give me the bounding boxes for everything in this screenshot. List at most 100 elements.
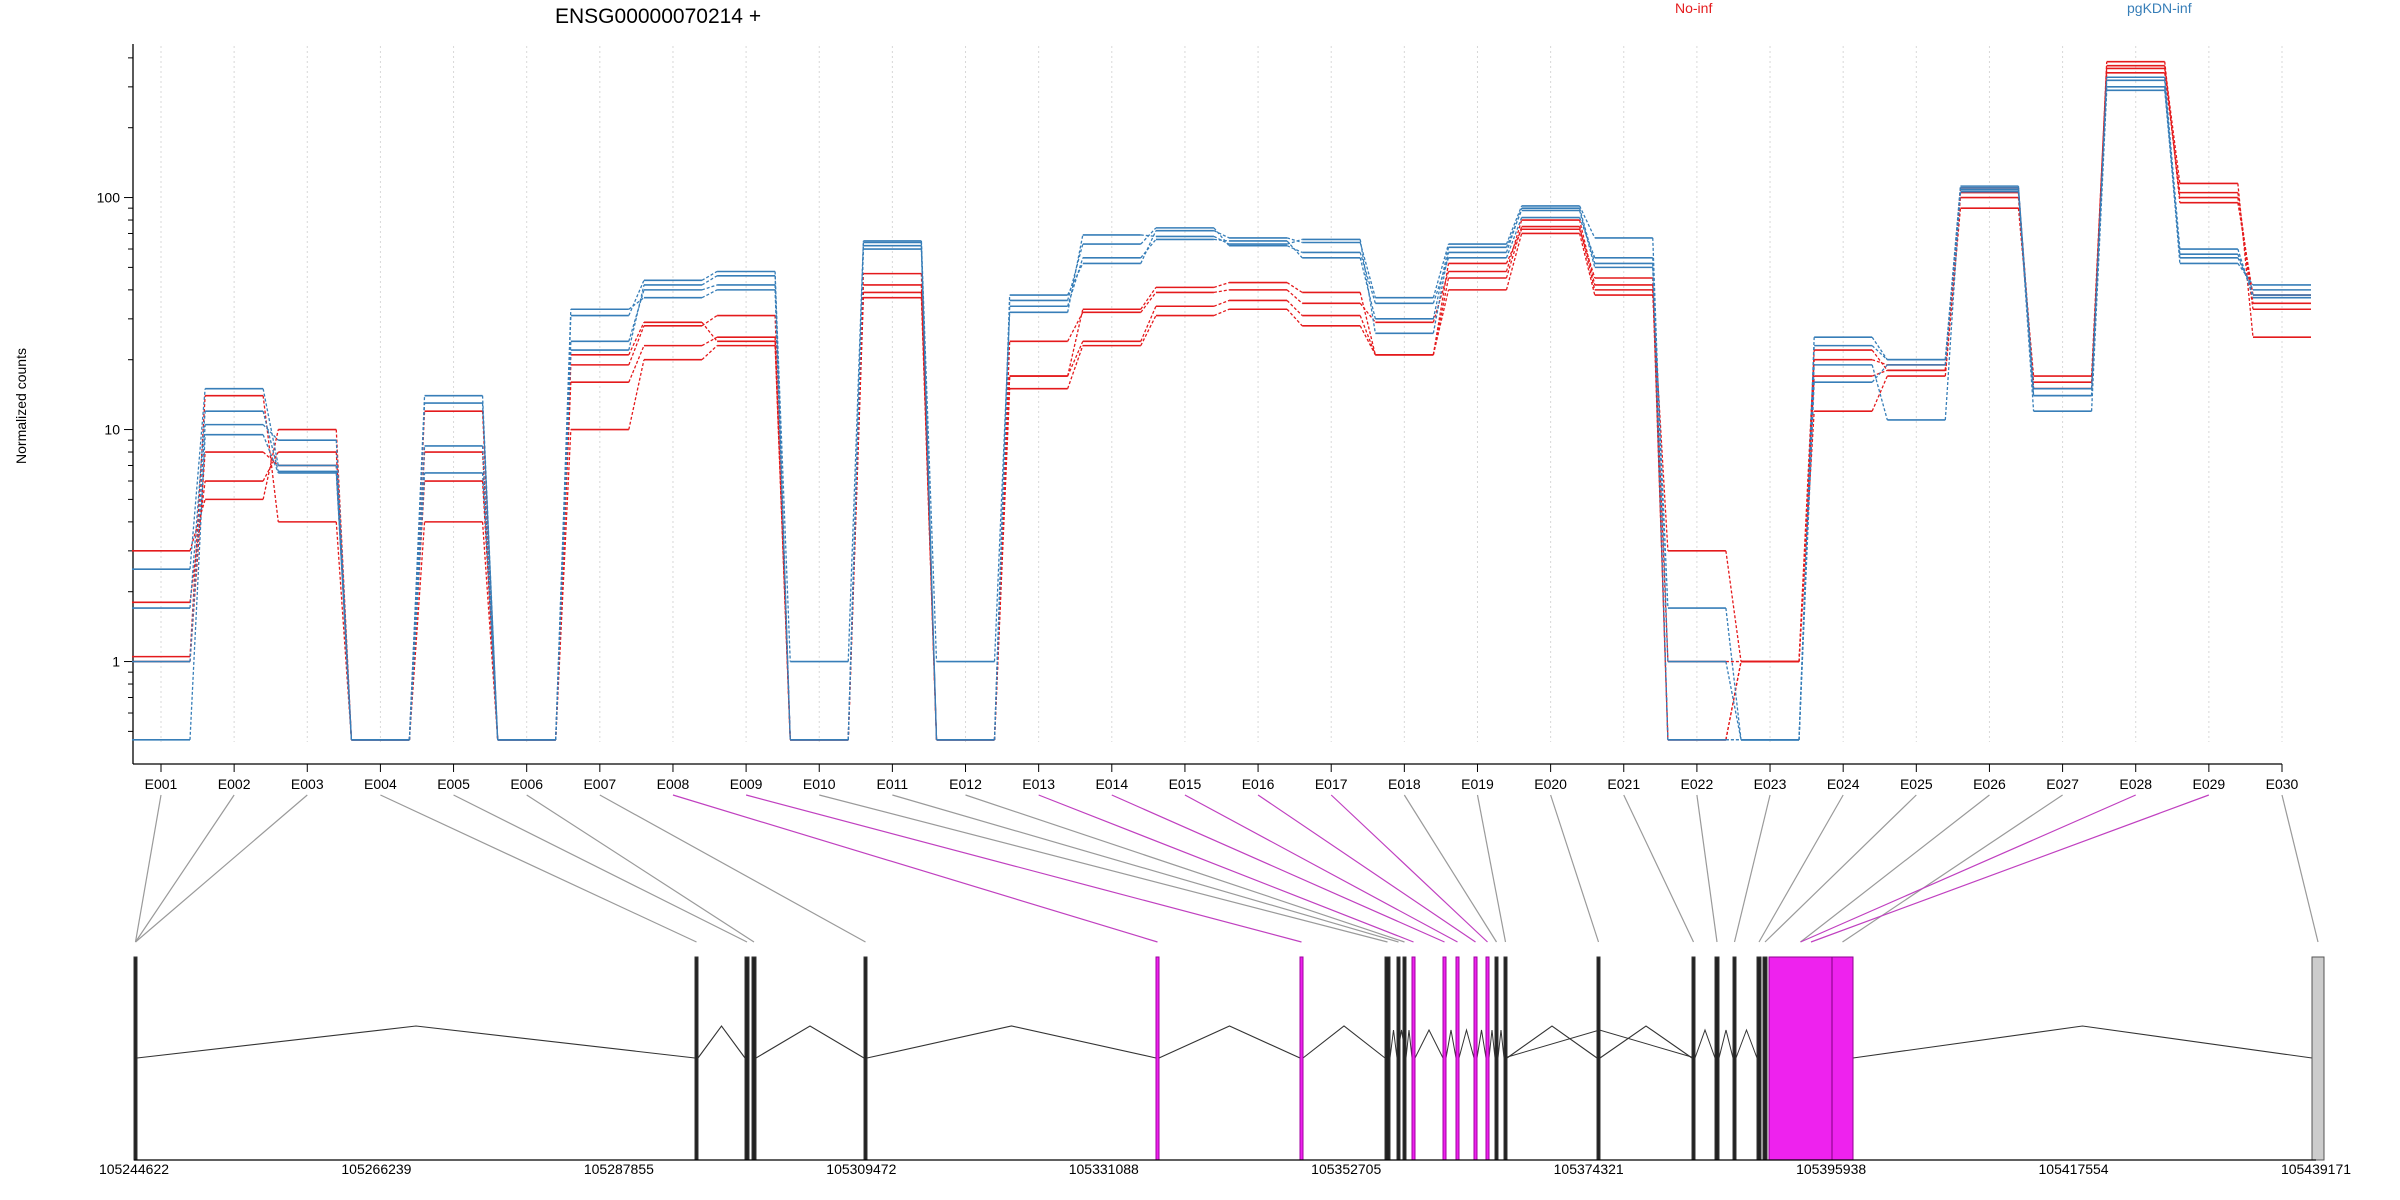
intron xyxy=(1694,1028,1716,1059)
series-transition xyxy=(555,341,572,740)
series-transition xyxy=(1432,243,1450,298)
exon-box-e014 xyxy=(1442,956,1447,1161)
series-transition xyxy=(628,359,645,430)
exon-box-e010 xyxy=(1384,956,1391,1161)
connector-e002 xyxy=(135,794,235,943)
x-tick-label-e020: E020 xyxy=(1534,776,1567,792)
series-transition xyxy=(189,411,206,609)
series-pgkdn-inf-7 xyxy=(132,76,2311,741)
series-transition xyxy=(1871,349,1888,371)
exon-box-e024 xyxy=(1756,956,1762,1161)
intron xyxy=(1497,1029,1505,1059)
exon-box-e017 xyxy=(1485,956,1490,1161)
series-transition xyxy=(189,395,206,657)
series-transition xyxy=(2017,186,2035,396)
series-transition xyxy=(2237,248,2254,298)
x-tick-label-e006: E006 xyxy=(510,776,543,792)
series-transition xyxy=(1213,289,1230,294)
series-transition xyxy=(408,451,426,740)
series-transition xyxy=(1505,228,1523,264)
series-transition xyxy=(2164,86,2181,255)
series-transition xyxy=(1871,345,1888,361)
series-transition xyxy=(701,275,718,286)
x-tick-label-e019: E019 xyxy=(1461,776,1494,792)
connector-e007 xyxy=(599,794,866,943)
series-transition xyxy=(1067,309,1084,377)
series-transition xyxy=(847,242,865,740)
series-transition xyxy=(1432,257,1450,304)
series-transition xyxy=(262,451,279,466)
y-tick-label: 10 xyxy=(104,422,120,438)
series-transition xyxy=(1505,207,1523,253)
series-transition xyxy=(408,403,426,740)
series-transition xyxy=(701,321,718,342)
connector-e011 xyxy=(892,794,1399,943)
series-transition xyxy=(1286,289,1303,304)
series-transition xyxy=(1067,234,1084,313)
x-tick-label-e025: E025 xyxy=(1900,776,1933,792)
series-transition xyxy=(2164,77,2181,250)
gene-axis-tick-label: 105244622 xyxy=(99,1161,169,1177)
series-transition xyxy=(555,350,572,740)
series-transition xyxy=(1067,345,1084,389)
x-tick-label-e002: E002 xyxy=(218,776,251,792)
series-transition xyxy=(1286,240,1303,259)
exon-box-e030 xyxy=(2311,956,2325,1161)
series-transition xyxy=(1286,237,1303,244)
connector-e026 xyxy=(1800,794,1990,943)
series-transition xyxy=(1213,308,1230,317)
series-transition xyxy=(555,309,572,740)
series-transition xyxy=(1725,550,1742,662)
series-transition xyxy=(1505,217,1523,259)
series-transition xyxy=(2090,77,2108,389)
series-transition xyxy=(1359,292,1376,355)
exon-box-e025 xyxy=(1762,956,1768,1161)
series-transition xyxy=(262,451,279,482)
series-transition xyxy=(1432,252,1450,334)
series-transition xyxy=(1213,227,1230,247)
connector-e022 xyxy=(1696,794,1718,943)
intron xyxy=(136,1025,696,1059)
series-transition xyxy=(701,289,718,299)
exon-box-e019 xyxy=(1503,956,1508,1161)
series-transition xyxy=(628,325,645,366)
connector-e018 xyxy=(1403,794,1498,943)
series-transition xyxy=(1871,375,1888,412)
exon-box-e018 xyxy=(1494,956,1499,1161)
x-tick-label-e024: E024 xyxy=(1827,776,1860,792)
x-tick-label-e015: E015 xyxy=(1169,776,1202,792)
exon-box-e013 xyxy=(1411,956,1416,1161)
gene-axis-tick-label: 105374321 xyxy=(1554,1161,1624,1177)
connector-e016 xyxy=(1257,794,1476,943)
series-transition xyxy=(1432,263,1450,355)
x-tick-label-e018: E018 xyxy=(1388,776,1421,792)
series-lines xyxy=(132,60,2311,741)
x-tick-label-e010: E010 xyxy=(803,776,836,792)
axes: 1 10 100 E001 E002 E003 E004 E005 E006 E007 E008 E0… xyxy=(97,44,2299,792)
exon-box-e004 xyxy=(694,956,699,1161)
series-transition xyxy=(993,312,1011,662)
series-transition xyxy=(189,424,206,662)
gene-axis-tick-label: 105417554 xyxy=(2039,1161,2109,1177)
series-transition xyxy=(1286,308,1303,327)
intron xyxy=(697,1025,746,1059)
series-transition xyxy=(774,289,791,740)
exon-box-e012 xyxy=(1402,956,1407,1161)
series-transition xyxy=(2237,202,2254,296)
series-transition xyxy=(335,440,353,740)
series-transition xyxy=(1505,210,1523,248)
intron xyxy=(755,1025,865,1059)
series-transition xyxy=(993,341,1011,740)
connector-e015 xyxy=(1184,794,1458,943)
series-transition xyxy=(628,345,645,383)
series-no-inf-1 xyxy=(132,67,2311,741)
gene-axis-tick-label: 105266239 xyxy=(341,1161,411,1177)
y-tick-label: 1 xyxy=(112,654,120,670)
series-transition xyxy=(481,403,499,740)
exon-box-e015 xyxy=(1455,956,1460,1161)
series-transition xyxy=(1505,226,1523,279)
exon-box-e021 xyxy=(1691,956,1696,1161)
series-transition xyxy=(262,411,279,472)
x-tick-label-e008: E008 xyxy=(657,776,690,792)
series-transition xyxy=(1578,207,1596,264)
